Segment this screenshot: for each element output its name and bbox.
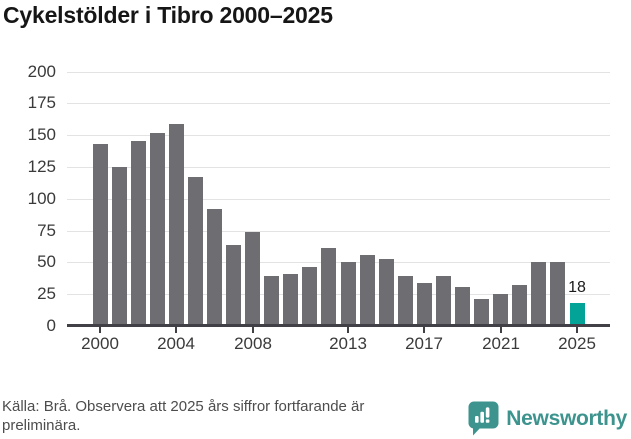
y-tick-label-125: 125	[27, 157, 56, 176]
bar-2018	[436, 276, 451, 326]
bar-2019	[455, 287, 470, 326]
y-tick-label-200: 200	[27, 62, 56, 81]
y-tick-label-50: 50	[37, 252, 56, 271]
x-axis-line	[67, 324, 610, 327]
bar-2006	[207, 209, 222, 326]
x-tick-mark-2017	[423, 327, 425, 333]
x-tick-label-2013: 2013	[329, 334, 367, 353]
gridline-150	[67, 135, 610, 136]
highlight-value-label: 18	[568, 279, 586, 296]
x-tick-mark-2021	[500, 327, 502, 333]
x-tick-mark-2008	[252, 327, 254, 333]
bar-2020	[474, 299, 489, 326]
y-tick-label-175: 175	[27, 93, 56, 112]
x-tick-label-2000: 2000	[81, 334, 119, 353]
bar-2014	[360, 255, 375, 326]
x-tick-label-2004: 2004	[157, 334, 195, 353]
bar-2003	[150, 133, 165, 326]
y-tick-label-100: 100	[27, 189, 56, 208]
bar-2011	[302, 267, 317, 326]
source-note: Källa: Brå. Observera att 2025 års siffr…	[2, 398, 365, 434]
page-title: Cykelstölder i Tibro 2000–2025	[3, 2, 333, 28]
gridline-100	[67, 199, 610, 200]
bar-2023	[531, 262, 546, 326]
y-tick-label-75: 75	[37, 221, 56, 240]
newsworthy-speech-bubble-icon	[468, 401, 499, 436]
gridline-25	[67, 294, 610, 295]
newsworthy-wordmark: Newsworthy	[506, 406, 627, 430]
x-tick-label-2008: 2008	[234, 334, 272, 353]
gridline-50	[67, 262, 610, 263]
x-tick-label-2025: 2025	[558, 334, 596, 353]
bar-2021	[493, 294, 508, 326]
bar-2015	[379, 259, 394, 326]
x-tick-label-2021: 2021	[482, 334, 520, 353]
bar-2001	[112, 167, 127, 326]
y-tick-label-150: 150	[27, 125, 56, 144]
bar-2013	[341, 262, 356, 326]
bar-2022	[512, 285, 527, 326]
bar-2017	[417, 283, 432, 326]
x-tick-mark-2004	[175, 327, 177, 333]
x-tick-mark-2013	[347, 327, 349, 333]
x-tick-mark-2025	[576, 327, 578, 333]
bar-2000	[93, 144, 108, 326]
bar-2012	[321, 248, 336, 326]
x-tick-mark-2000	[99, 327, 101, 333]
gridline-200	[67, 72, 610, 73]
gridline-75	[67, 231, 610, 232]
gridline-125	[67, 167, 610, 168]
bar-2004	[169, 124, 184, 326]
x-tick-label-2017: 2017	[405, 334, 443, 353]
bar-2010	[283, 274, 298, 326]
bar-2024	[550, 262, 565, 326]
newsworthy-logo-link[interactable]: Newsworthy	[468, 401, 627, 436]
bar-2016	[398, 276, 413, 326]
bar-2007	[226, 245, 241, 326]
bar-2002	[131, 141, 146, 326]
y-tick-label-0: 0	[46, 316, 56, 335]
y-tick-label-25: 25	[37, 284, 56, 303]
bar-2005	[188, 177, 203, 326]
bar-2009	[264, 276, 279, 326]
bar-2025	[570, 303, 585, 326]
gridline-175	[67, 103, 610, 104]
bar-2008	[245, 232, 260, 326]
bar-chart-plot: 0 25 50 75 100 125 150 175 200 18 2000 2004 2008 20…	[27, 62, 610, 353]
